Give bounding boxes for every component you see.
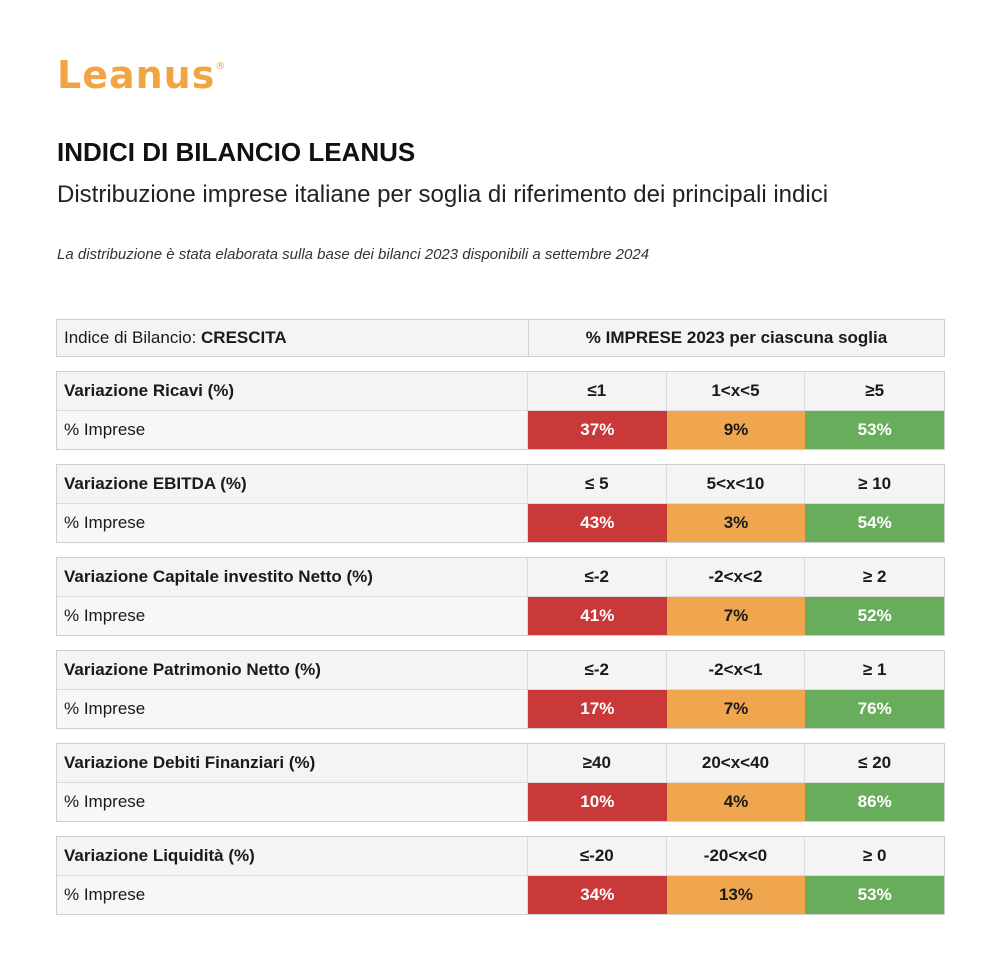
value-cell: 9% — [666, 411, 806, 449]
row-label: % Imprese — [57, 690, 528, 728]
threshold-cell: ≥5 — [865, 381, 885, 400]
value-cell: 53% — [805, 411, 945, 449]
registered-mark: ® — [215, 61, 227, 72]
value-cell: 54% — [805, 504, 945, 542]
row-label: % Imprese — [57, 783, 528, 821]
value-cell: 52% — [805, 597, 945, 635]
value-cell: 53% — [805, 876, 945, 914]
threshold-cell: ≥ 0 — [862, 846, 887, 865]
value-cell: 3% — [666, 504, 806, 542]
threshold-cell: -2<x<2 — [667, 558, 806, 596]
value-cell: 76% — [805, 690, 945, 728]
threshold-cell: 1<x<5 — [667, 372, 806, 410]
threshold-cell: ≤-2 — [528, 558, 667, 596]
value-cell: 7% — [666, 597, 806, 635]
leanus-logo: Leanus® — [57, 56, 226, 94]
threshold-cell: ≤-20 — [528, 837, 667, 875]
index-name: Variazione Patrimonio Netto (%) — [57, 651, 528, 689]
table-row-values: % Imprese 34% 13% 53% — [57, 876, 945, 914]
table-row-thresholds: Variazione EBITDA (%) ≤ 5 5<x<10 ≥ 10 — [57, 465, 944, 504]
table-row-values: % Imprese 10% 4% 86% — [57, 783, 945, 821]
threshold-cell: ≥40 — [528, 744, 667, 782]
value-cell: 41% — [527, 597, 667, 635]
value-cell: 13% — [666, 876, 806, 914]
page-title: INDICI DI BILANCIO LEANUS — [57, 137, 416, 167]
threshold-cell: ≥ 1 — [862, 660, 887, 679]
index-block: Variazione Debiti Finanziari (%) ≥40 20<x<… — [56, 743, 945, 822]
row-label: % Imprese — [57, 597, 528, 635]
threshold-cell: -2<x<1 — [667, 651, 806, 689]
index-block: Variazione Capitale investito Netto (%) ≤… — [56, 557, 945, 636]
table-header-right: % IMPRESE 2023 per ciascuna soglia — [585, 328, 888, 347]
threshold-cell: 20<x<40 — [667, 744, 806, 782]
value-cell: 34% — [527, 876, 667, 914]
value-cell: 37% — [527, 411, 667, 449]
index-block: Variazione Patrimonio Netto (%) ≤-2 -2<x<1… — [56, 650, 945, 729]
index-name: Variazione Liquidità (%) — [57, 837, 528, 875]
value-cell: 43% — [527, 504, 667, 542]
logo-text: Leanus — [57, 53, 216, 97]
value-cell: 86% — [805, 783, 945, 821]
threshold-cell: ≥ 10 — [858, 474, 892, 493]
table-row-thresholds: Variazione Ricavi (%) ≤1 1<x<5 ≥5 — [57, 372, 944, 411]
index-block: Variazione Ricavi (%) ≤1 1<x<5 ≥5 % Imprese 3… — [56, 371, 945, 450]
threshold-cell: -20<x<0 — [667, 837, 806, 875]
threshold-cell: ≤-2 — [528, 651, 667, 689]
index-block: Variazione Liquidità (%) ≤-20 -20<x<0 ≥ 0 % … — [56, 836, 945, 915]
value-cell: 7% — [666, 690, 806, 728]
table-row-thresholds: Variazione Patrimonio Netto (%) ≤-2 -2<x<1… — [57, 651, 944, 690]
index-name: Variazione Ricavi (%) — [57, 372, 528, 410]
table-row-values: % Imprese 37% 9% 53% — [57, 411, 945, 449]
row-label: % Imprese — [57, 411, 528, 449]
threshold-cell: ≥ 2 — [862, 567, 887, 586]
index-blocks: Variazione Ricavi (%) ≤1 1<x<5 ≥5% Imprese 3… — [56, 371, 945, 915]
table-row-thresholds: Variazione Debiti Finanziari (%) ≥40 20<x<… — [57, 744, 944, 783]
threshold-cell: ≤1 — [528, 372, 667, 410]
value-cell: 17% — [527, 690, 667, 728]
index-name: Variazione Debiti Finanziari (%) — [57, 744, 528, 782]
table-header: Indice di Bilancio: CRESCITA % IMPRESE 2… — [56, 319, 945, 357]
value-cell: 10% — [527, 783, 667, 821]
threshold-cell: ≤ 5 — [528, 465, 667, 503]
table-row-values: % Imprese 43% 3% 54% — [57, 504, 945, 542]
index-name: Variazione EBITDA (%) — [57, 465, 528, 503]
page-note: La distribuzione è stata elaborata sulla… — [57, 246, 650, 263]
threshold-cell: ≤ 20 — [858, 753, 892, 772]
label-value: CRESCITA — [201, 328, 287, 347]
row-label: % Imprese — [57, 504, 528, 542]
index-block: Variazione EBITDA (%) ≤ 5 5<x<10 ≥ 10 % Impr… — [56, 464, 945, 543]
threshold-cell: 5<x<10 — [667, 465, 806, 503]
indices-table: Indice di Bilancio: CRESCITA % IMPRESE 2… — [56, 319, 945, 915]
table-row-values: % Imprese 41% 7% 52% — [57, 597, 945, 635]
table-row-values: % Imprese 17% 7% 76% — [57, 690, 945, 728]
value-cell: 4% — [666, 783, 806, 821]
row-label: % Imprese — [57, 876, 528, 914]
table-row-thresholds: Variazione Capitale investito Netto (%) ≤… — [57, 558, 944, 597]
page-subtitle: Distribuzione imprese italiane per sogli… — [57, 181, 829, 208]
label-prefix: Indice di Bilancio: — [64, 328, 202, 347]
table-row-thresholds: Variazione Liquidità (%) ≤-20 -20<x<0 ≥ 0 — [57, 837, 944, 876]
index-name: Variazione Capitale investito Netto (%) — [57, 558, 528, 596]
table-header-label: Indice di Bilancio: CRESCITA — [57, 320, 529, 356]
